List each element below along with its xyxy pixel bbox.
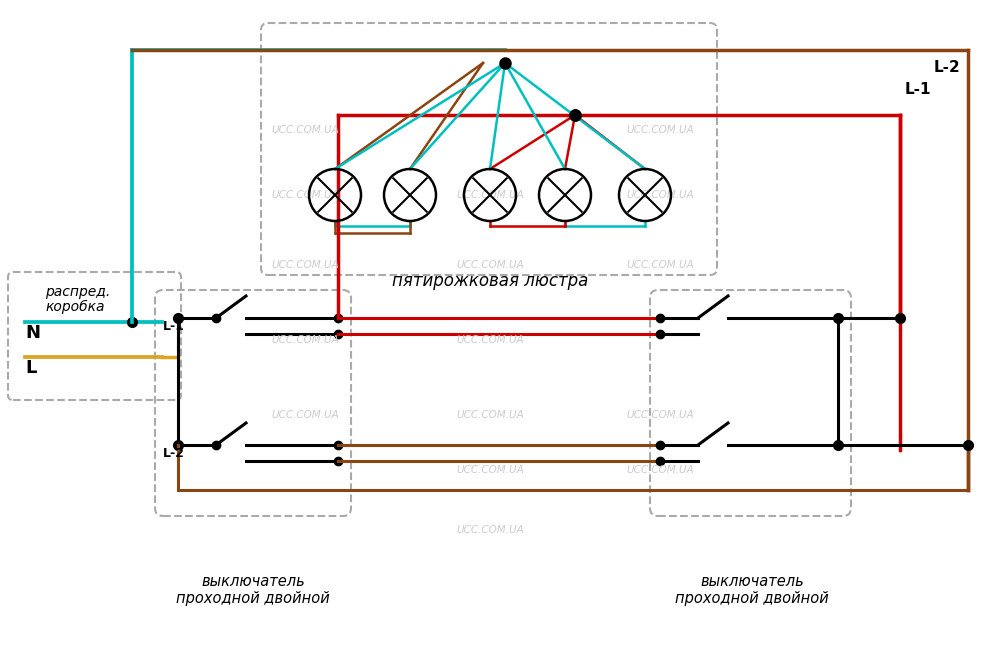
Text: UCC.COM.UA: UCC.COM.UA — [271, 190, 339, 200]
Text: UCC.COM.UA: UCC.COM.UA — [455, 260, 524, 270]
Text: UCC.COM.UA: UCC.COM.UA — [271, 335, 339, 345]
Text: UCC.COM.UA: UCC.COM.UA — [455, 465, 524, 475]
Text: L-1: L-1 — [162, 320, 185, 333]
Text: коробка: коробка — [45, 300, 104, 314]
Text: проходной двойной: проходной двойной — [674, 591, 828, 606]
Text: UCC.COM.UA: UCC.COM.UA — [455, 190, 524, 200]
Text: UCC.COM.UA: UCC.COM.UA — [626, 260, 693, 270]
Text: проходной двойной: проходной двойной — [176, 591, 330, 606]
Text: UCC.COM.UA: UCC.COM.UA — [626, 410, 693, 420]
Text: L-2: L-2 — [933, 60, 959, 75]
Text: распред.: распред. — [45, 285, 110, 299]
Text: L-2: L-2 — [162, 447, 185, 460]
Text: UCC.COM.UA: UCC.COM.UA — [626, 125, 693, 135]
Text: L-1: L-1 — [904, 82, 931, 97]
Text: UCC.COM.UA: UCC.COM.UA — [455, 410, 524, 420]
Text: пятирожковая люстра: пятирожковая люстра — [391, 272, 588, 290]
Text: UCC.COM.UA: UCC.COM.UA — [271, 125, 339, 135]
Text: UCC.COM.UA: UCC.COM.UA — [626, 190, 693, 200]
Text: UCC.COM.UA: UCC.COM.UA — [455, 335, 524, 345]
Text: N: N — [25, 324, 40, 342]
Text: UCC.COM.UA: UCC.COM.UA — [455, 525, 524, 535]
Text: выключатель: выключатель — [699, 574, 803, 589]
Text: выключатель: выключатель — [201, 574, 305, 589]
Text: UCC.COM.UA: UCC.COM.UA — [626, 465, 693, 475]
Text: UCC.COM.UA: UCC.COM.UA — [271, 260, 339, 270]
Text: UCC.COM.UA: UCC.COM.UA — [271, 410, 339, 420]
Text: L: L — [25, 359, 36, 377]
